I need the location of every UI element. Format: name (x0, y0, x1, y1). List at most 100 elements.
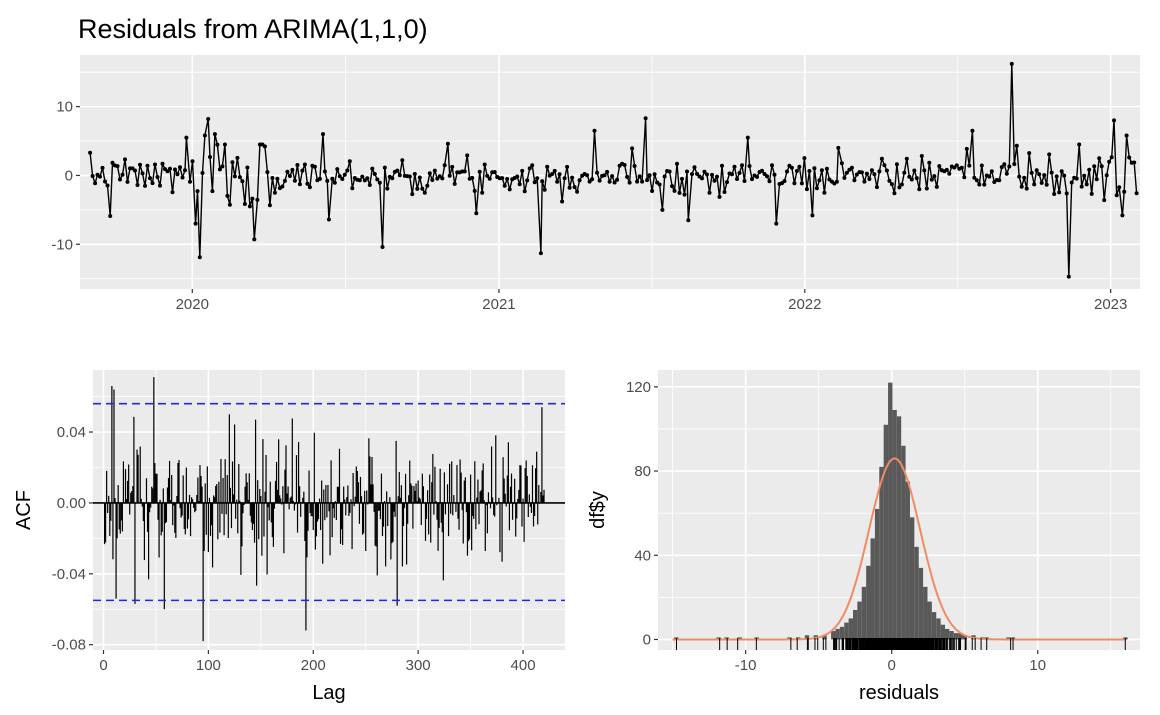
ts-data-point (836, 145, 841, 150)
hist-bar (936, 618, 941, 640)
ts-data-point (272, 190, 277, 195)
ts-data-point (375, 177, 380, 182)
ts-data-point (909, 177, 914, 182)
ts-data-point (627, 180, 632, 185)
ts-data-point (270, 176, 275, 180)
hist-bar (892, 410, 897, 640)
ts-data-point (732, 164, 737, 169)
ts-data-point (307, 185, 312, 190)
ts-data-point (474, 211, 479, 216)
ts-data-point (230, 160, 235, 165)
ts-data-point (685, 169, 689, 174)
ts-data-point (750, 177, 754, 182)
ts-data-point (877, 169, 882, 174)
ts-data-point (480, 190, 485, 195)
ts-data-point (1120, 213, 1125, 218)
ts-data-point (730, 172, 734, 177)
ts-data-point (115, 164, 120, 169)
ts-data-point (538, 251, 543, 256)
ts-data-point (912, 168, 917, 173)
ts-data-point (262, 144, 267, 149)
ts-data-point (747, 164, 752, 168)
acf-y-axis: -0.08 -0.04 0.00 0.04 (52, 424, 93, 654)
residual-histogram-panel: 0 40 80 120 -10 0 10 residuals df$y (587, 370, 1140, 704)
ts-data-point (745, 135, 750, 140)
ts-data-point (280, 184, 285, 189)
ts-data-point (720, 163, 724, 168)
ts-data-point (929, 177, 934, 182)
ts-data-point (884, 168, 889, 173)
ts-data-point (285, 169, 290, 174)
ts-data-point (647, 173, 652, 178)
ts-data-point (864, 171, 869, 176)
hist-bar (804, 635, 810, 640)
ts-data-point (970, 128, 975, 133)
ts-data-point (822, 190, 827, 195)
acf-x-axis: 0 100 200 300 400 (99, 650, 536, 674)
ts-data-point (165, 169, 170, 174)
ts-data-point (643, 116, 648, 121)
ts-data-point (242, 202, 247, 206)
ts-data-point (660, 207, 665, 212)
ts-data-point (740, 163, 744, 168)
ts-data-point (1069, 180, 1074, 185)
ts-data-point (1042, 173, 1047, 178)
ts-data-point (927, 160, 932, 165)
hist-bar (879, 466, 884, 640)
ts-data-point (842, 175, 847, 180)
ts-data-point (889, 182, 894, 187)
ts-data-point (914, 176, 919, 181)
hist-bar (927, 601, 932, 640)
ts-data-point (415, 186, 420, 191)
ts-data-point (1032, 182, 1037, 187)
ts-data-point (882, 163, 887, 168)
hist-y-tick-label: 0 (643, 631, 651, 648)
hist-bar (737, 637, 742, 640)
acf-lag-bars (93, 377, 565, 642)
ts-data-point (575, 189, 580, 194)
ts-data-point (173, 167, 177, 172)
ts-data-point (517, 182, 522, 187)
ts-data-point (532, 180, 537, 185)
ts-data-point (302, 162, 307, 167)
ts-data-point (215, 142, 220, 147)
ts-data-point (332, 180, 337, 185)
hist-y-axis-title: df$y (587, 491, 609, 529)
ts-data-point (530, 163, 535, 168)
ts-data-point (974, 178, 979, 183)
ts-data-point (707, 190, 712, 195)
ts-residual-series (88, 61, 1139, 279)
ts-data-point (570, 175, 575, 180)
ts-data-point (717, 194, 722, 199)
ts-data-point (677, 190, 682, 195)
ts-data-point (632, 164, 637, 168)
ts-data-point (202, 133, 207, 138)
ts-data-point (440, 176, 445, 181)
ts-data-point (252, 237, 257, 242)
ts-data-point (148, 176, 152, 181)
ts-data-point (630, 146, 635, 151)
ts-data-point (208, 155, 212, 159)
residual-time-series-panel: -10 0 10 2020 2021 2022 2023 (51, 55, 1140, 313)
ts-data-point (110, 160, 115, 165)
ts-data-point (250, 196, 255, 201)
ts-data-point (804, 187, 809, 192)
ts-data-point (1002, 162, 1007, 167)
acf-x-tick-label: 100 (196, 657, 221, 674)
ts-data-point (217, 167, 222, 172)
ts-data-point (662, 174, 667, 179)
ts-data-point (1132, 160, 1137, 165)
hist-x-axis: -10 0 10 (735, 650, 1046, 674)
ts-data-point (410, 192, 415, 197)
ts-data-point (435, 176, 440, 181)
ts-data-point (1027, 151, 1032, 156)
ts-data-point (700, 176, 704, 181)
ts-data-point (999, 165, 1004, 170)
ts-data-point (810, 213, 815, 218)
ts-data-point (1047, 152, 1052, 157)
ts-data-point (1044, 182, 1049, 187)
ts-data-point (917, 187, 922, 192)
ts-data-point (465, 153, 470, 158)
ts-data-point (934, 184, 939, 189)
ts-data-point (1064, 191, 1069, 196)
